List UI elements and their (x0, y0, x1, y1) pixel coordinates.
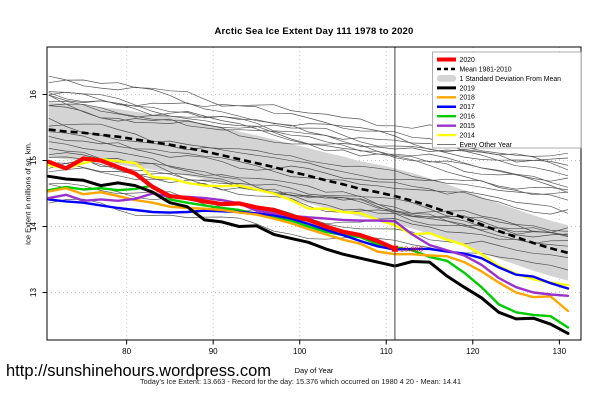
year-line (48, 117, 569, 201)
x-tick-label: 120 (466, 347, 480, 356)
year-line (48, 152, 569, 237)
year-line (48, 136, 569, 214)
axis-ticks (42, 94, 560, 345)
x-tick-label: 90 (209, 347, 218, 356)
y-tick-label: 13 (29, 287, 38, 296)
legend-label: 2016 (460, 114, 475, 121)
year-line (48, 123, 569, 196)
series-2019 (47, 174, 570, 335)
y-tick-label: 16 (29, 90, 38, 99)
x-tick-label: 80 (122, 347, 131, 356)
legend-label: 2015 (460, 123, 475, 130)
series-2014 (47, 157, 570, 287)
y-tick-label: 14 (29, 221, 38, 230)
y-tick-label: 15 (29, 156, 38, 165)
series-2020 (47, 156, 397, 251)
watermark-url: http://sunshinehours.wordpress.com (6, 362, 272, 380)
year-line (48, 141, 569, 236)
year-line (48, 156, 569, 237)
legend-box (432, 51, 582, 149)
year-line (48, 94, 569, 171)
x-tick-label: 100 (293, 347, 307, 356)
plot-area (47, 75, 570, 335)
x-tick-label: 110 (380, 347, 393, 356)
year-line (48, 167, 569, 233)
x-axis-label: Day of Year (294, 366, 334, 375)
current-value-marker (391, 245, 398, 252)
year-line (48, 75, 569, 157)
year-line (48, 103, 569, 166)
legend-label: 1 Standard Deviation From Mean (460, 76, 562, 83)
legend-label: 2017 (460, 104, 475, 111)
legend-label: 2020 (460, 57, 475, 64)
legend-label: Mean 1981-2010 (460, 66, 512, 73)
series-2018 (47, 186, 570, 313)
legend-label: 2018 (460, 95, 475, 102)
series-2015 (47, 192, 570, 297)
chart-title: Arctic Sea Ice Extent Day 111 1978 to 20… (214, 26, 414, 37)
legend-label: 2014 (460, 133, 475, 140)
stats-line: Today's Ice Extent: 13.663 - Record for … (139, 377, 462, 386)
legend-label: 2019 (460, 85, 475, 92)
mean-line (48, 128, 569, 255)
year-line (48, 91, 569, 194)
legend-label: Every Other Year (460, 142, 513, 149)
legend-swatch-band (437, 75, 456, 82)
year-line (48, 131, 569, 215)
current-value-label: 13.663 (400, 245, 423, 254)
x-tick-label: 130 (553, 347, 567, 356)
series-2016 (47, 184, 570, 329)
series-2017 (47, 198, 570, 290)
plot-border (46, 46, 582, 341)
y-axis-label: Ice Extent in millions of sq. km. (23, 142, 33, 245)
legend: 2020 Mean 1981-2010 1 Standard Deviation F… (432, 51, 582, 149)
year-line (48, 92, 569, 177)
